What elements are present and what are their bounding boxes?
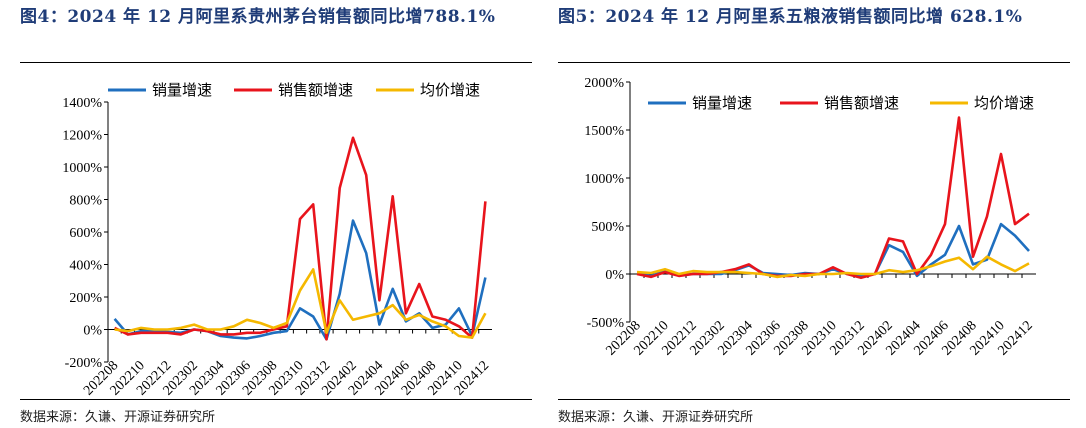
y-tick-label: -200% (65, 356, 103, 371)
series-line (114, 136, 487, 341)
figure-4-title-rule (20, 62, 532, 63)
y-tick-label: 0% (83, 324, 102, 339)
figure-5-chart: -500%0%500%1000%1500%2000%20220820221020… (584, 76, 1036, 359)
y-tick-label: 2000% (584, 76, 624, 91)
figure-5-title-rule (558, 62, 1070, 63)
y-tick-label: 1500% (584, 124, 624, 139)
figure-5-title: 图5：2024 年 12 月阿里系五粮液销售额同比增 628.1% (558, 7, 1023, 27)
y-tick-label: 1000% (584, 172, 624, 187)
series-line (114, 268, 487, 339)
legend-label: 销售额增速 (824, 94, 899, 112)
figure-4-source: 数据来源：久谦、开源证券研究所 (20, 410, 216, 425)
series-line (636, 116, 1030, 280)
y-tick-label: 1200% (62, 129, 102, 144)
y-tick-label: 400% (69, 259, 102, 274)
y-tick-label: 600% (69, 226, 102, 241)
legend-label: 销量增速 (692, 94, 752, 112)
figure-4-panel: 图4：2024 年 12 月阿里系贵州茅台销售额同比增788.1% -200% 0… (20, 0, 540, 428)
y-tick-label: -500% (587, 316, 625, 331)
figure-4-bottom-rule (20, 399, 532, 400)
figure-5-bottom-rule (558, 399, 1070, 400)
figure-4-title: 图4：2024 年 12 月阿里系贵州茅台销售额同比增788.1% (20, 7, 496, 27)
legend-label: 均价增速 (974, 94, 1034, 112)
y-tick-label: 0% (605, 268, 624, 283)
figure-4-chart: -200%0%200%400%600%800%1000%1200%1400%20… (62, 81, 492, 399)
y-tick-label: 500% (591, 220, 624, 235)
figure-5-source: 数据来源：久谦、开源证券研究所 (558, 410, 754, 425)
y-tick-label: 800% (69, 194, 102, 209)
y-tick-label: 1000% (62, 161, 102, 176)
series-line (636, 255, 1030, 279)
y-tick-label: 200% (69, 291, 102, 306)
legend-label: 销量增速 (152, 81, 212, 99)
legend-label: 销售额增速 (278, 81, 353, 99)
y-tick-label: 1400% (62, 96, 102, 111)
figure-5-panel: 图5：2024 年 12 月阿里系五粮液销售额同比增 628.1% -500% 0… (558, 0, 1078, 428)
legend-label: 均价增速 (420, 81, 480, 99)
